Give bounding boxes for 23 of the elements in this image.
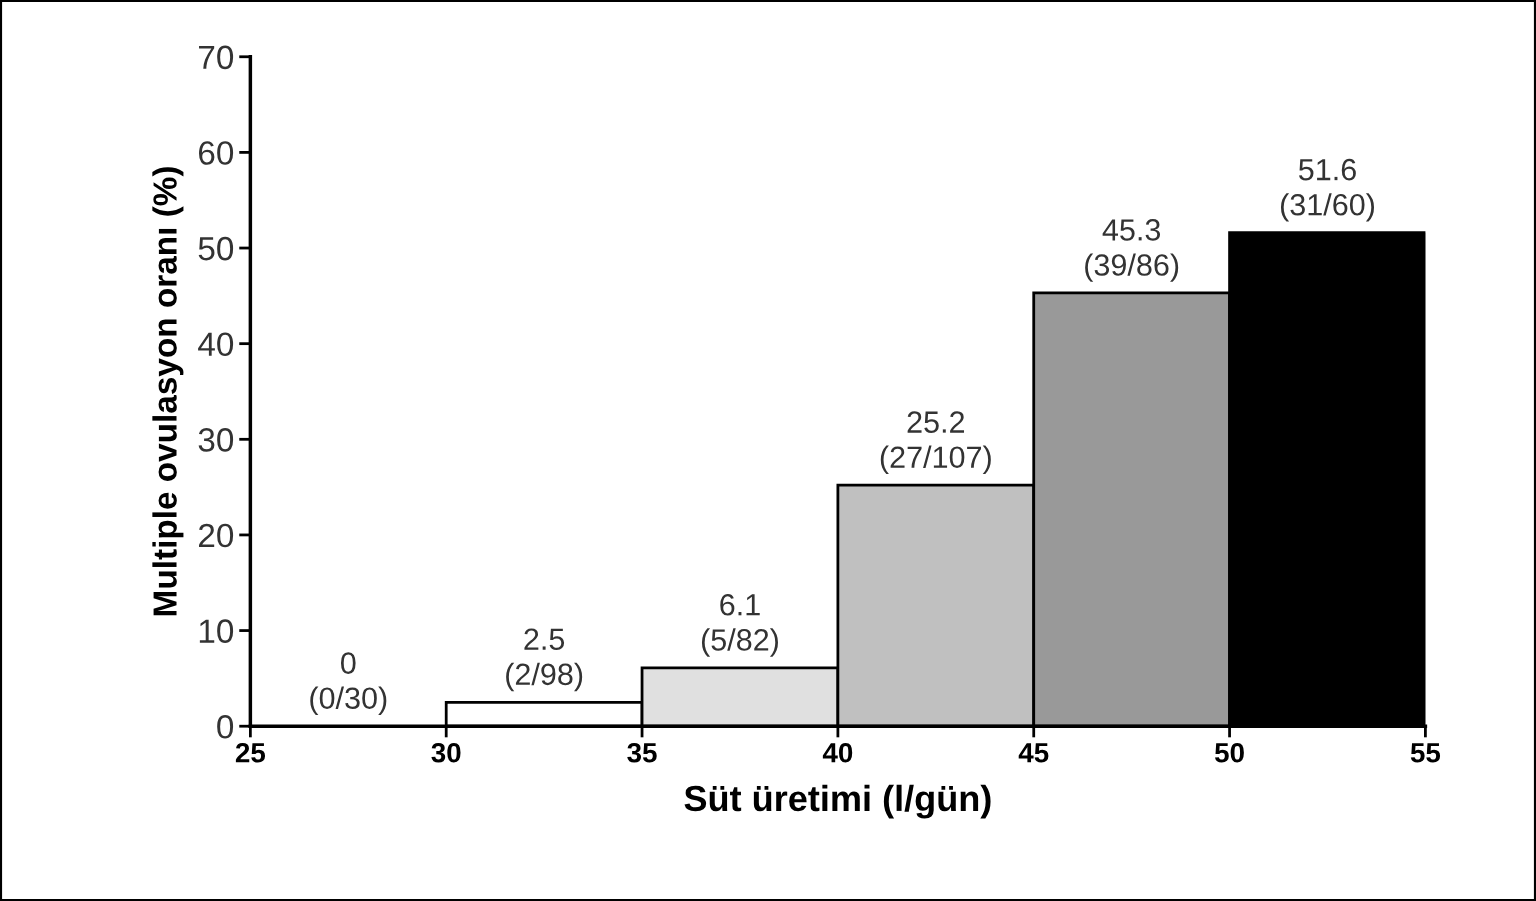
y-tick-label: 50	[198, 236, 234, 261]
x-tick-label: 25	[235, 742, 266, 763]
y-tick-label: 60	[199, 141, 234, 165]
x-tick-label: 35	[627, 742, 657, 763]
y-axis-title: Multiple ovulasyon oranı (%)	[152, 167, 184, 616]
data-label: 6.1 (5/82)	[701, 593, 778, 657]
y-tick-label: 20	[199, 523, 234, 548]
x-tick-label: 30	[431, 742, 461, 763]
x-tick-label: 50	[1214, 742, 1244, 763]
x-tick-label: 55	[1410, 743, 1441, 763]
y-tick-label: 0	[217, 715, 234, 739]
y-tick-label: 30	[198, 428, 234, 452]
x-tick-label: 40	[822, 742, 853, 763]
data-label: 51.6 (31/60)	[1280, 158, 1374, 222]
data-label: 45.3 (39/86)	[1085, 219, 1179, 282]
x-tick-label: 45	[1018, 743, 1049, 763]
data-label: 25.2 (27/107)	[880, 411, 991, 475]
y-tick-label: 70	[199, 45, 234, 70]
y-tick-label: 40	[198, 332, 234, 357]
data-label: 2.5 (2/98)	[506, 628, 583, 692]
data-label: 0 (0/30)	[310, 652, 387, 716]
y-tick-label: 10	[199, 619, 234, 643]
x-axis-title: Süt üretimi (l/gün)	[684, 784, 991, 819]
